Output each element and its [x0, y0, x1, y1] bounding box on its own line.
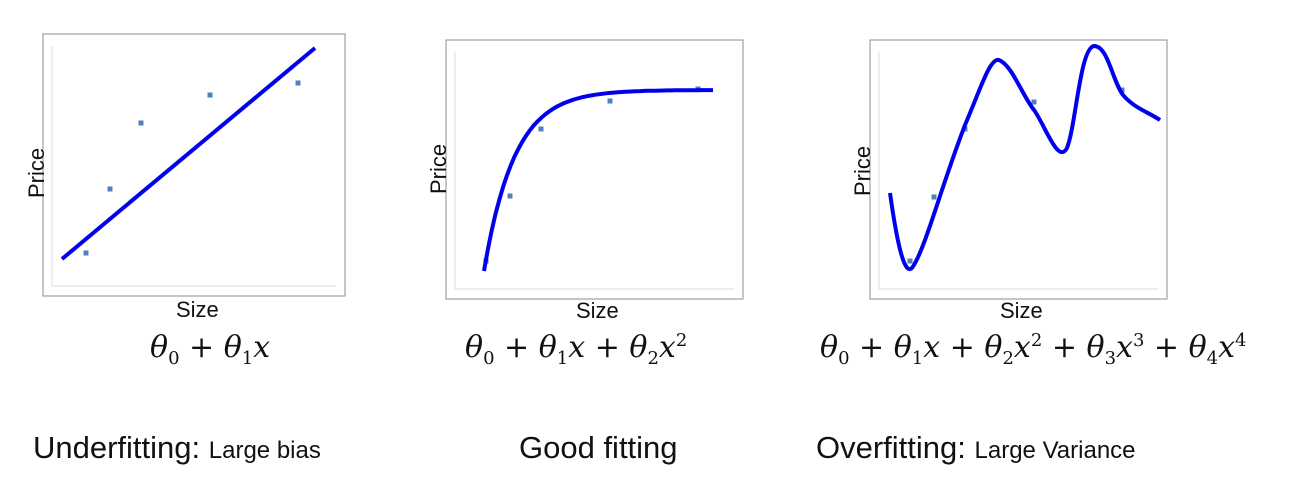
plot-frame: [42, 33, 346, 297]
caption-overfitting: Overfitting: Large Variance: [816, 430, 1136, 466]
caption-main: Good fitting: [519, 430, 678, 465]
y-axis-label: Price: [850, 145, 875, 196]
x-axis-label: Size: [1000, 298, 1043, 323]
plot-frame: [445, 39, 744, 300]
data-point: [138, 120, 144, 126]
caption-underfitting: Underfitting: Large bias: [33, 430, 321, 466]
plot-frame: [869, 39, 1168, 300]
data-point: [295, 80, 301, 86]
formula: θ0 + θ1x + θ2x2 + θ3x3 + θ4x4: [820, 330, 1247, 369]
axes: [454, 52, 734, 290]
caption-detail: Large bias: [208, 437, 321, 464]
axes: [51, 46, 336, 287]
x-axis-label: Size: [576, 298, 619, 323]
data-point: [507, 193, 513, 199]
data-point: [538, 126, 544, 132]
x-axis-label: Size: [176, 297, 219, 322]
caption-good-fitting: Good fitting: [519, 430, 678, 466]
fit-curve: [482, 88, 713, 272]
formula: θ0 + θ1x: [150, 330, 271, 369]
data-point: [83, 250, 89, 256]
caption-detail: Large Variance: [974, 437, 1136, 464]
data-point: [207, 92, 213, 98]
data-point: [1031, 99, 1037, 105]
data-point: [931, 194, 937, 200]
fit-curve: [888, 43, 1162, 272]
data-point: [107, 186, 113, 192]
fit-curve: [60, 46, 317, 261]
data-point: [607, 98, 613, 104]
data-point: [907, 258, 913, 264]
formula: θ0 + θ1x + θ2x2: [465, 330, 688, 369]
caption-main: Overfitting:: [816, 430, 966, 465]
caption-main: Underfitting:: [33, 430, 201, 465]
axes: [878, 52, 1158, 290]
